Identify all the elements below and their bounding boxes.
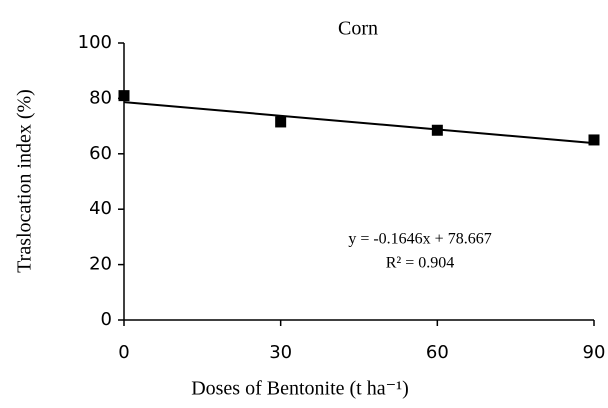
- x-tick-label: 90: [583, 342, 606, 363]
- x-tick-label: 0: [118, 342, 129, 363]
- marker: [431, 124, 443, 136]
- y-axis-label: Traslocation index (%): [14, 89, 36, 273]
- x-axis-label: Doses of Bentonite (t ha⁻¹): [191, 378, 409, 400]
- equation: y = -0.1646x + 78.667: [348, 231, 491, 248]
- y-tick-label: 100: [78, 32, 112, 53]
- x-tick-label: 60: [426, 342, 449, 363]
- chart-title: Corn: [338, 18, 378, 40]
- y-tick-label: 60: [89, 143, 112, 164]
- y-tick-label: 80: [89, 87, 112, 108]
- y-tick-label: 0: [101, 309, 112, 330]
- marker: [588, 134, 600, 146]
- marker: [118, 90, 130, 102]
- x-tick-label: 30: [269, 342, 292, 363]
- r-squared: R² = 0.904: [386, 255, 455, 272]
- marker: [275, 116, 287, 128]
- y-tick-label: 20: [89, 254, 112, 275]
- trendline: [123, 101, 595, 145]
- y-tick-label: 40: [89, 198, 112, 219]
